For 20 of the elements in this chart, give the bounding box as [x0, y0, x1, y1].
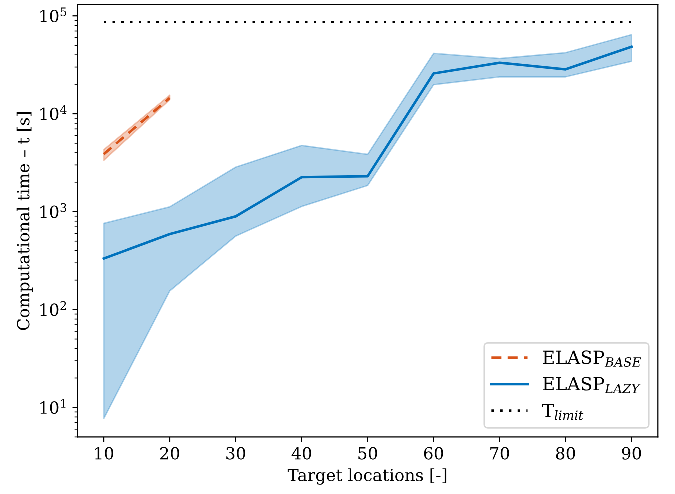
legend-label: ELASP$_{BASE}$: [543, 350, 642, 368]
x-axis-title: Target locations [-]: [288, 468, 447, 485]
x-tick-label: 90: [622, 447, 642, 460]
y-tick-label: 10$^{5}$: [40, 8, 66, 23]
legend-label: T$_{limit}$: [542, 404, 584, 420]
x-tick-label: 20: [160, 447, 180, 460]
x-tick-label: 70: [490, 447, 510, 460]
x-tick-label: 40: [292, 447, 312, 460]
x-tick-label: 50: [358, 447, 378, 460]
y-tick-label: 10$^{4}$: [40, 106, 67, 120]
y-tick-label: 10$^{1}$: [40, 399, 66, 414]
line-series: [102, 46, 633, 260]
x-tick-label: 10: [95, 447, 114, 460]
x-tick-label: 30: [226, 447, 246, 460]
x-tick-label: 80: [556, 447, 576, 460]
x-tick-label: 60: [424, 447, 444, 460]
legend-label: ELASP$_{LAZY}$: [543, 377, 641, 394]
y-tick-label: 10$^{3}$: [40, 203, 66, 218]
y-tick-label: 10$^{2}$: [40, 301, 66, 316]
y-axis-title: Computational time – t [s]: [16, 112, 34, 330]
